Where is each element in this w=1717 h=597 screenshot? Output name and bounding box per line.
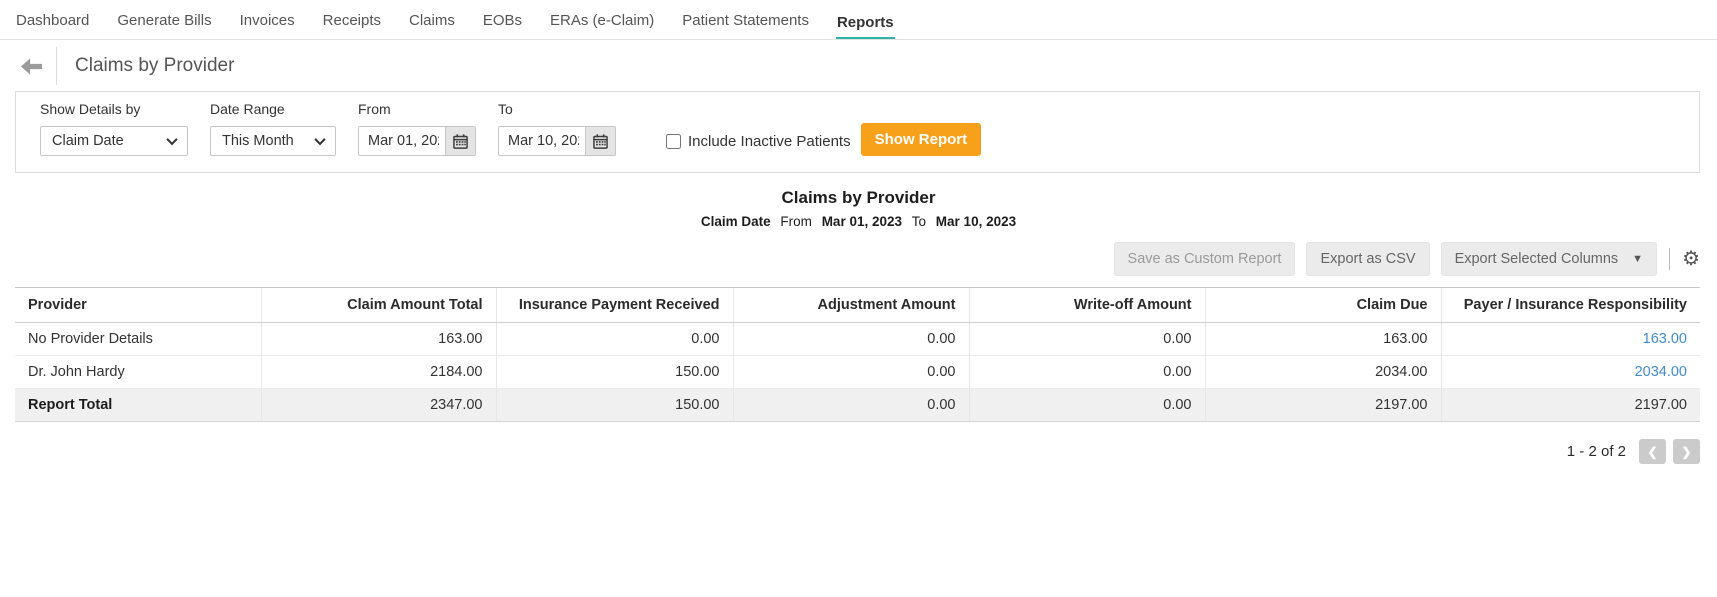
from-date-group: From (358, 101, 476, 156)
filter-panel: Show Details by Claim Date Date Range Th… (15, 91, 1700, 173)
show-details-by-group: Show Details by Claim Date (40, 101, 188, 156)
nav-patient-statements[interactable]: Patient Statements (682, 12, 809, 29)
claims-by-provider-table: Provider Claim Amount Total Insurance Pa… (15, 287, 1700, 422)
from-calendar-button[interactable] (445, 127, 475, 155)
calendar-icon (593, 133, 608, 149)
to-calendar-button[interactable] (585, 127, 615, 155)
header-divider (56, 47, 57, 85)
from-date-wrap (358, 126, 476, 156)
cell-adjustment-amount: 0.00 (732, 322, 969, 356)
col-write-off-amount: Write-off Amount (968, 287, 1205, 323)
table-row: Dr. John Hardy 2184.00 150.00 0.00 0.00 … (15, 355, 1700, 389)
next-page-button[interactable]: ❯ (1673, 439, 1700, 464)
chevron-down-icon (314, 133, 326, 146)
report-subtitle-to-date: Mar 10, 2023 (935, 214, 1017, 229)
nav-receipts[interactable]: Receipts (322, 12, 381, 29)
col-provider: Provider (15, 287, 261, 323)
report-title: Claims by Provider (781, 188, 936, 207)
report-actions: Save as Custom Report Export as CSV Expo… (17, 242, 1700, 276)
cell-claim-due: 2034.00 (1204, 355, 1441, 389)
caret-down-icon: ▼ (1632, 253, 1644, 265)
report-total-row: Report Total 2347.00 150.00 0.00 0.00 21… (15, 388, 1700, 422)
table-row: No Provider Details 163.00 0.00 0.00 0.0… (15, 322, 1700, 356)
chevron-left-icon: ❮ (1647, 444, 1658, 459)
from-date-input[interactable] (359, 127, 445, 155)
show-report-button[interactable]: Show Report (860, 123, 982, 156)
include-inactive-label: Include Inactive Patients (688, 133, 851, 150)
cell-claim-due: 2197.00 (1204, 388, 1441, 422)
cell-report-total-label: Report Total (15, 388, 261, 422)
export-selected-columns-button[interactable]: Export Selected Columns ▼ (1440, 242, 1658, 276)
chevron-down-icon (166, 133, 178, 146)
cell-payer-responsibility-link[interactable]: 2034.00 (1440, 355, 1700, 389)
nav-generate-bills[interactable]: Generate Bills (117, 12, 212, 29)
date-range-group: Date Range This Month (210, 101, 336, 156)
date-range-value: This Month (222, 133, 294, 149)
to-label: To (498, 101, 513, 117)
export-as-csv-button[interactable]: Export as CSV (1306, 242, 1430, 276)
to-date-group: To (498, 101, 616, 156)
show-details-by-label: Show Details by (40, 101, 141, 117)
actions-divider (1669, 248, 1671, 270)
cell-insurance-payment-received: 150.00 (495, 355, 733, 389)
cell-adjustment-amount: 0.00 (732, 355, 969, 389)
cell-claim-amount-total: 2184.00 (260, 355, 496, 389)
pagination: 1 - 2 of 2 ❮ ❯ (17, 439, 1700, 464)
page-range-label: 1 - 2 of 2 (1566, 443, 1626, 460)
show-details-by-select[interactable]: Claim Date (40, 126, 188, 156)
col-payer-insurance-responsibility: Payer / Insurance Responsibility (1440, 287, 1700, 323)
date-range-select[interactable]: This Month (210, 126, 336, 156)
nav-eras[interactable]: ERAs (e-Claim) (550, 12, 655, 29)
to-date-input[interactable] (499, 127, 585, 155)
back-arrow-icon (21, 57, 42, 75)
nav-dashboard[interactable]: Dashboard (16, 12, 90, 29)
cell-write-off-amount: 0.00 (968, 355, 1205, 389)
cell-insurance-payment-received: 0.00 (495, 322, 733, 356)
date-range-label: Date Range (210, 101, 285, 117)
cell-adjustment-amount: 0.00 (732, 388, 969, 422)
export-selected-columns-label: Export Selected Columns (1454, 251, 1619, 267)
chevron-right-icon: ❯ (1681, 444, 1692, 459)
cell-provider: Dr. John Hardy (15, 355, 261, 389)
cell-payer-responsibility: 2197.00 (1440, 388, 1700, 422)
cell-payer-responsibility-link[interactable]: 163.00 (1440, 322, 1700, 356)
from-label: From (358, 101, 391, 117)
cell-claim-amount-total: 163.00 (260, 322, 496, 356)
show-details-by-value: Claim Date (52, 133, 124, 149)
col-claim-due: Claim Due (1204, 287, 1441, 323)
report-subtitle-from-label: From (780, 214, 812, 229)
nav-reports[interactable]: Reports (835, 7, 895, 39)
report-subtitle-field: Claim Date (700, 214, 771, 229)
to-date-wrap (498, 126, 616, 156)
page-title: Claims by Provider (75, 55, 235, 76)
cell-write-off-amount: 0.00 (968, 388, 1205, 422)
nav-invoices[interactable]: Invoices (239, 12, 295, 29)
report-subtitle-to-label: To (911, 214, 927, 229)
back-button[interactable] (15, 54, 56, 79)
gear-icon[interactable]: ⚙ (1682, 248, 1700, 270)
include-inactive-checkbox[interactable] (666, 134, 681, 149)
col-claim-amount-total: Claim Amount Total (260, 287, 496, 323)
nav-eobs[interactable]: EOBs (482, 12, 523, 29)
save-as-custom-report-button[interactable]: Save as Custom Report (1113, 242, 1296, 276)
report-subtitle: Claim Date From Mar 01, 2023 To Mar 10, … (0, 214, 1717, 229)
page-header: Claims by Provider (0, 40, 1717, 89)
cell-write-off-amount: 0.00 (968, 322, 1205, 356)
table-header-row: Provider Claim Amount Total Insurance Pa… (15, 287, 1700, 323)
col-insurance-payment-received: Insurance Payment Received (495, 287, 733, 323)
report-subtitle-from-date: Mar 01, 2023 (821, 214, 902, 229)
cell-provider: No Provider Details (15, 322, 261, 356)
calendar-icon (453, 133, 468, 149)
nav-claims[interactable]: Claims (409, 12, 455, 29)
top-nav: Dashboard Generate Bills Invoices Receip… (0, 0, 1717, 40)
cell-insurance-payment-received: 150.00 (495, 388, 733, 422)
cell-claim-due: 163.00 (1204, 322, 1441, 356)
cell-claim-amount-total: 2347.00 (260, 388, 496, 422)
col-adjustment-amount: Adjustment Amount (732, 287, 969, 323)
include-inactive-group: Include Inactive Patients (666, 133, 851, 150)
prev-page-button[interactable]: ❮ (1639, 439, 1666, 464)
